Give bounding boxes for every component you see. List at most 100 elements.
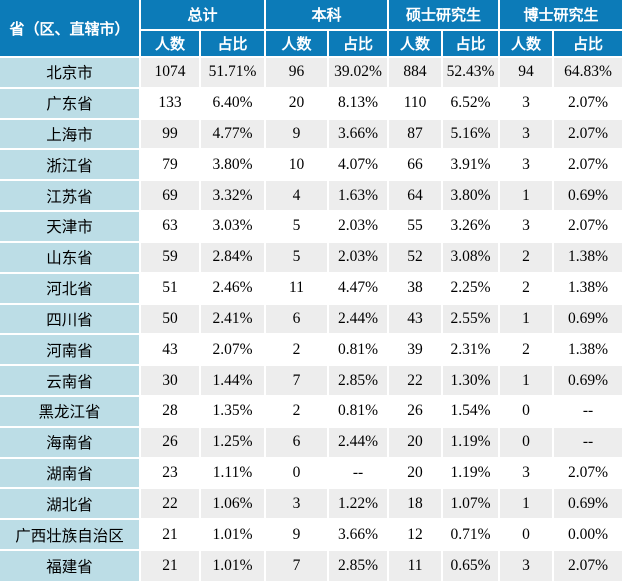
sub-header-master-percent: 占比 — [441, 29, 501, 58]
table-row: 浙江省 79 3.80% 10 4.07% 66 3.91% 3 2.07% — [0, 148, 622, 182]
value-cell: 99 — [139, 117, 201, 151]
value-cell: 6 — [264, 302, 330, 336]
value-cell: 43 — [139, 333, 201, 367]
value-cell: 7 — [264, 364, 330, 397]
province-name-cell: 海南省 — [0, 425, 141, 459]
value-cell: 23 — [139, 456, 201, 490]
value-cell: 0.69% — [552, 487, 622, 521]
table-row: 山东省 59 2.84% 5 2.03% 52 3.08% 2 1.38% — [0, 240, 622, 274]
header-sub-row: 人数 占比 人数 占比 人数 占比 人数 占比 — [0, 29, 622, 58]
group-header-master: 硕士研究生 — [387, 0, 501, 31]
value-cell: 4 — [264, 179, 330, 213]
value-cell: 3 — [498, 549, 555, 581]
value-cell: 0.69% — [552, 302, 622, 336]
value-cell: 2.07% — [552, 117, 622, 151]
table-row: 上海市 99 4.77% 9 3.66% 87 5.16% 3 2.07% — [0, 117, 622, 151]
value-cell: 2.07% — [552, 148, 622, 182]
value-cell: 2.07% — [552, 456, 622, 490]
value-cell: 66 — [387, 148, 444, 182]
value-cell: 1.38% — [552, 271, 622, 305]
table-row: 黑龙江省 28 1.35% 2 0.81% 26 1.54% 0 -- — [0, 394, 622, 428]
province-name-cell: 四川省 — [0, 302, 141, 336]
sub-header-total-count: 人数 — [140, 29, 201, 58]
value-cell: 3.32% — [198, 179, 267, 213]
value-cell: 3.66% — [327, 117, 390, 151]
value-cell: 6.40% — [198, 86, 267, 120]
province-name-cell: 福建省 — [0, 549, 141, 581]
value-cell: 0.81% — [327, 333, 390, 367]
sub-header-master-count: 人数 — [387, 29, 444, 58]
province-name-cell: 河南省 — [0, 333, 141, 367]
value-cell: 2.46% — [198, 271, 267, 305]
value-cell: -- — [552, 425, 622, 459]
value-cell: 5.16% — [441, 117, 501, 151]
value-cell: 10 — [264, 148, 330, 182]
value-cell: -- — [327, 456, 390, 490]
value-cell: 5 — [264, 210, 330, 243]
value-cell: 6.52% — [441, 86, 501, 120]
value-cell: 18 — [387, 487, 444, 521]
value-cell: 21 — [139, 549, 201, 581]
table-row: 广东省 133 6.40% 20 8.13% 110 6.52% 3 2.07% — [0, 86, 622, 120]
group-header-doctor: 博士研究生 — [498, 0, 622, 31]
value-cell: 2.03% — [327, 210, 390, 243]
value-cell: 6 — [264, 425, 330, 459]
province-name-cell: 山东省 — [0, 240, 141, 274]
value-cell: 1 — [498, 302, 555, 336]
value-cell: 52.43% — [441, 56, 501, 89]
value-cell: 87 — [387, 117, 444, 151]
value-cell: 2.55% — [441, 302, 501, 336]
value-cell: 3.80% — [441, 179, 501, 213]
table-row: 福建省 21 1.01% 7 2.85% 11 0.65% 3 2.07% — [0, 549, 622, 581]
province-name-cell: 广西壮族自治区 — [0, 518, 141, 551]
value-cell: 69 — [139, 179, 201, 213]
table-row: 天津市 63 3.03% 5 2.03% 55 3.26% 3 2.07% — [0, 210, 622, 243]
value-cell: 3.91% — [441, 148, 501, 182]
sub-header-bachelor-percent: 占比 — [327, 29, 390, 58]
value-cell: 2 — [498, 271, 555, 305]
province-name-cell: 黑龙江省 — [0, 394, 141, 428]
value-cell: 1.63% — [327, 179, 390, 213]
value-cell: 9 — [264, 117, 330, 151]
table-body: 北京市 1074 51.71% 96 39.02% 884 52.43% 94 64.83% 广东… — [0, 56, 622, 581]
value-cell: 1074 — [139, 56, 201, 89]
province-name-cell: 湖南省 — [0, 456, 141, 490]
table-row: 北京市 1074 51.71% 96 39.02% 884 52.43% 94 64.83% — [0, 56, 622, 89]
value-cell: 94 — [498, 56, 555, 89]
value-cell: 0 — [498, 394, 555, 428]
value-cell: 1.35% — [198, 394, 267, 428]
value-cell: 43 — [387, 302, 444, 336]
value-cell: 1.01% — [198, 549, 267, 581]
value-cell: 7 — [264, 549, 330, 581]
value-cell: 2.31% — [441, 333, 501, 367]
value-cell: 2 — [264, 333, 330, 367]
value-cell: 2.07% — [552, 86, 622, 120]
value-cell: 51 — [139, 271, 201, 305]
value-cell: 3.26% — [441, 210, 501, 243]
value-cell: 2.85% — [327, 364, 390, 397]
table-row: 河南省 43 2.07% 2 0.81% 39 2.31% 2 1.38% — [0, 333, 622, 367]
value-cell: 5 — [264, 240, 330, 274]
value-cell: 2.85% — [327, 549, 390, 581]
table-row: 湖北省 22 1.06% 3 1.22% 18 1.07% 1 0.69% — [0, 487, 622, 521]
value-cell: 26 — [387, 394, 444, 428]
sub-header-bachelor-count: 人数 — [264, 29, 330, 58]
value-cell: 3.80% — [198, 148, 267, 182]
value-cell: 3 — [498, 86, 555, 120]
value-cell: 1.19% — [441, 425, 501, 459]
value-cell: 0.81% — [327, 394, 390, 428]
value-cell: 1.06% — [198, 487, 267, 521]
table-row: 云南省 30 1.44% 7 2.85% 22 1.30% 1 0.69% — [0, 364, 622, 397]
value-cell: 59 — [139, 240, 201, 274]
value-cell: 1.30% — [441, 364, 501, 397]
sub-header-total-percent: 占比 — [198, 29, 267, 58]
value-cell: 2.44% — [327, 302, 390, 336]
value-cell: 22 — [387, 364, 444, 397]
value-cell: 1.25% — [198, 425, 267, 459]
value-cell: 20 — [387, 456, 444, 490]
value-cell: 11 — [264, 271, 330, 305]
value-cell: 2.84% — [198, 240, 267, 274]
value-cell: 1 — [498, 179, 555, 213]
